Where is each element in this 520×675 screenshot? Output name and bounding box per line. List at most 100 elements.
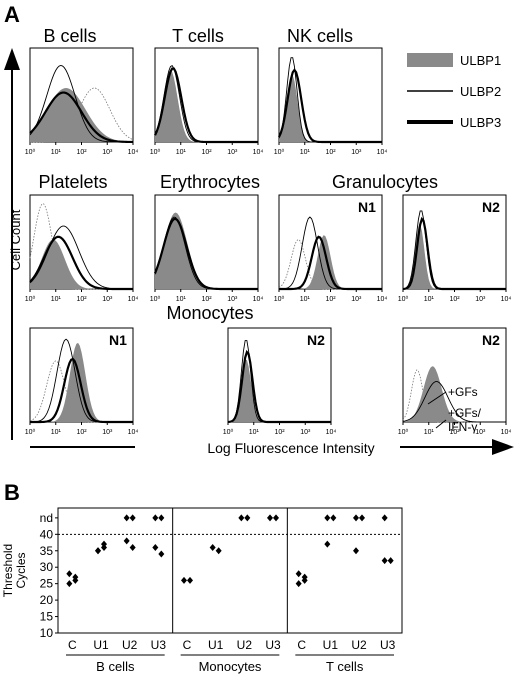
- legend-label: ULBP1: [460, 53, 501, 68]
- ulbp3-histogram: [154, 67, 258, 144]
- data-point: [158, 514, 165, 522]
- histogram-2: 10⁰ 10¹ 10² 10³ 10⁴ T cells: [150, 26, 264, 156]
- ulbp3-histogram: [402, 216, 506, 291]
- panel-a-label: A: [4, 2, 20, 27]
- tick-label: 10³: [351, 149, 362, 156]
- category-label: U1: [93, 638, 109, 652]
- panel-b-label: B: [4, 480, 20, 505]
- tick-label: 10⁴: [253, 296, 264, 303]
- tick-label: 10⁰: [398, 295, 409, 303]
- legend-label: ULBP2: [460, 84, 501, 99]
- tick-label: 10²: [449, 429, 460, 436]
- tick-label: 10⁴: [128, 296, 139, 303]
- tick-label: 10⁰: [25, 428, 36, 436]
- tick-label: 10⁴: [377, 296, 388, 303]
- histogram-tag: N2: [307, 332, 325, 348]
- data-point: [123, 537, 130, 545]
- ulbp3-histogram: [227, 349, 331, 424]
- tick-label: 10⁴: [128, 429, 139, 436]
- tick-label: 10⁰: [150, 148, 161, 156]
- tick-label: 10²: [274, 429, 285, 436]
- tick-label: 10³: [227, 296, 238, 303]
- ulbp3-histogram: [278, 235, 382, 291]
- data-point: [66, 570, 73, 578]
- data-point: [359, 514, 365, 522]
- histogram-title: Monocytes: [166, 303, 253, 323]
- tick-label: 10²: [201, 149, 212, 156]
- y-axis-label: Threshold: [1, 544, 15, 597]
- threshold-chart: 10 15 20 25 30 35 40 nd Threshold Cycles C U1 U2 U3 B …: [1, 507, 403, 674]
- data-point: [187, 576, 193, 584]
- tick-label: 10¹: [300, 296, 311, 303]
- ulbp1-histogram: [155, 212, 258, 289]
- tick-label: 10²: [76, 429, 87, 436]
- category-label: U3: [380, 638, 396, 652]
- histogram-title: Granulocytes: [332, 172, 438, 192]
- tick-label: 10¹: [424, 429, 435, 436]
- tick-label: 10⁰: [274, 295, 285, 303]
- histogram-title: B cells: [43, 26, 96, 46]
- tick-label: 10⁴: [501, 429, 512, 436]
- histogram-10: 10⁰ 10¹ 10² 10³ 10⁴ N2: [398, 327, 512, 436]
- tick-label: 10⁰: [25, 295, 36, 303]
- tick-label: 10¹: [300, 149, 311, 156]
- tick-label: 10⁰: [274, 148, 285, 156]
- category-label: C: [183, 638, 192, 652]
- data-point: [209, 543, 216, 551]
- panel-b: B 10 15 20 25 30 35 40 nd Threshold Cycles C U1 U2 U3…: [1, 480, 403, 674]
- tick-label: 10⁴: [253, 149, 264, 156]
- tick-label: 10³: [102, 429, 113, 436]
- legend: ULBP1 ULBP2 ULBP3: [407, 53, 501, 130]
- tick-label: 10⁰: [398, 428, 409, 436]
- data-point: [295, 580, 302, 588]
- histogram-title: Erythrocytes: [160, 172, 260, 192]
- y-tick-label: 30: [40, 560, 54, 574]
- data-point: [152, 543, 159, 551]
- legend-swatch-filled: [407, 53, 453, 67]
- category-label: U3: [265, 638, 281, 652]
- histogram-tag: N2: [482, 199, 500, 215]
- data-point: [95, 547, 101, 555]
- y-tick-label: 35: [40, 544, 54, 558]
- legend-item-ulbp1: ULBP1: [407, 53, 501, 68]
- annotation-pointer-gfs: [427, 391, 447, 405]
- ulbp2-histogram: [402, 381, 506, 423]
- category-label: U1: [208, 638, 224, 652]
- data-point: [181, 576, 187, 584]
- tick-label: 10⁴: [501, 296, 512, 303]
- ulbp1-histogram: [403, 224, 506, 289]
- data-point: [215, 547, 222, 555]
- tick-label: 10³: [351, 296, 362, 303]
- tick-label: 10¹: [249, 429, 260, 436]
- y-tick-label: 40: [40, 527, 54, 541]
- tick-label: 10³: [475, 296, 486, 303]
- ulbp3-histogram: [29, 91, 134, 144]
- ulbp3-histogram: [29, 235, 134, 291]
- histogram-title: Platelets: [38, 172, 107, 192]
- x-arrow-head: [492, 439, 514, 455]
- histogram-3: 10⁰ 10¹ 10² 10³ 10⁴ NK cells: [274, 26, 388, 156]
- data-point: [123, 514, 130, 522]
- data-point: [324, 514, 331, 522]
- legend-label: ULBP3: [460, 115, 501, 130]
- histogram-tag: N1: [358, 199, 376, 215]
- tick-label: 10⁰: [150, 295, 161, 303]
- tick-label: 10¹: [176, 296, 187, 303]
- data-point: [72, 576, 79, 584]
- ulbp3-histogram: [29, 357, 133, 424]
- group-label: Monocytes: [199, 659, 262, 674]
- y-tick-label: 10: [40, 626, 54, 640]
- y-axis-label: Cycles: [14, 552, 28, 588]
- group-label: B cells: [96, 659, 135, 674]
- tick-label: 10²: [76, 149, 87, 156]
- data-point: [273, 514, 279, 522]
- tick-label: 10⁴: [326, 429, 337, 436]
- category-label: C: [297, 638, 306, 652]
- ulbp3-histogram: [153, 217, 258, 291]
- tick-label: 10³: [102, 149, 113, 156]
- annotation-pointer-ifn: [435, 419, 447, 429]
- tick-label: 10²: [325, 149, 336, 156]
- tick-label: 10⁴: [128, 149, 139, 156]
- data-point: [158, 550, 165, 558]
- data-point: [295, 570, 302, 578]
